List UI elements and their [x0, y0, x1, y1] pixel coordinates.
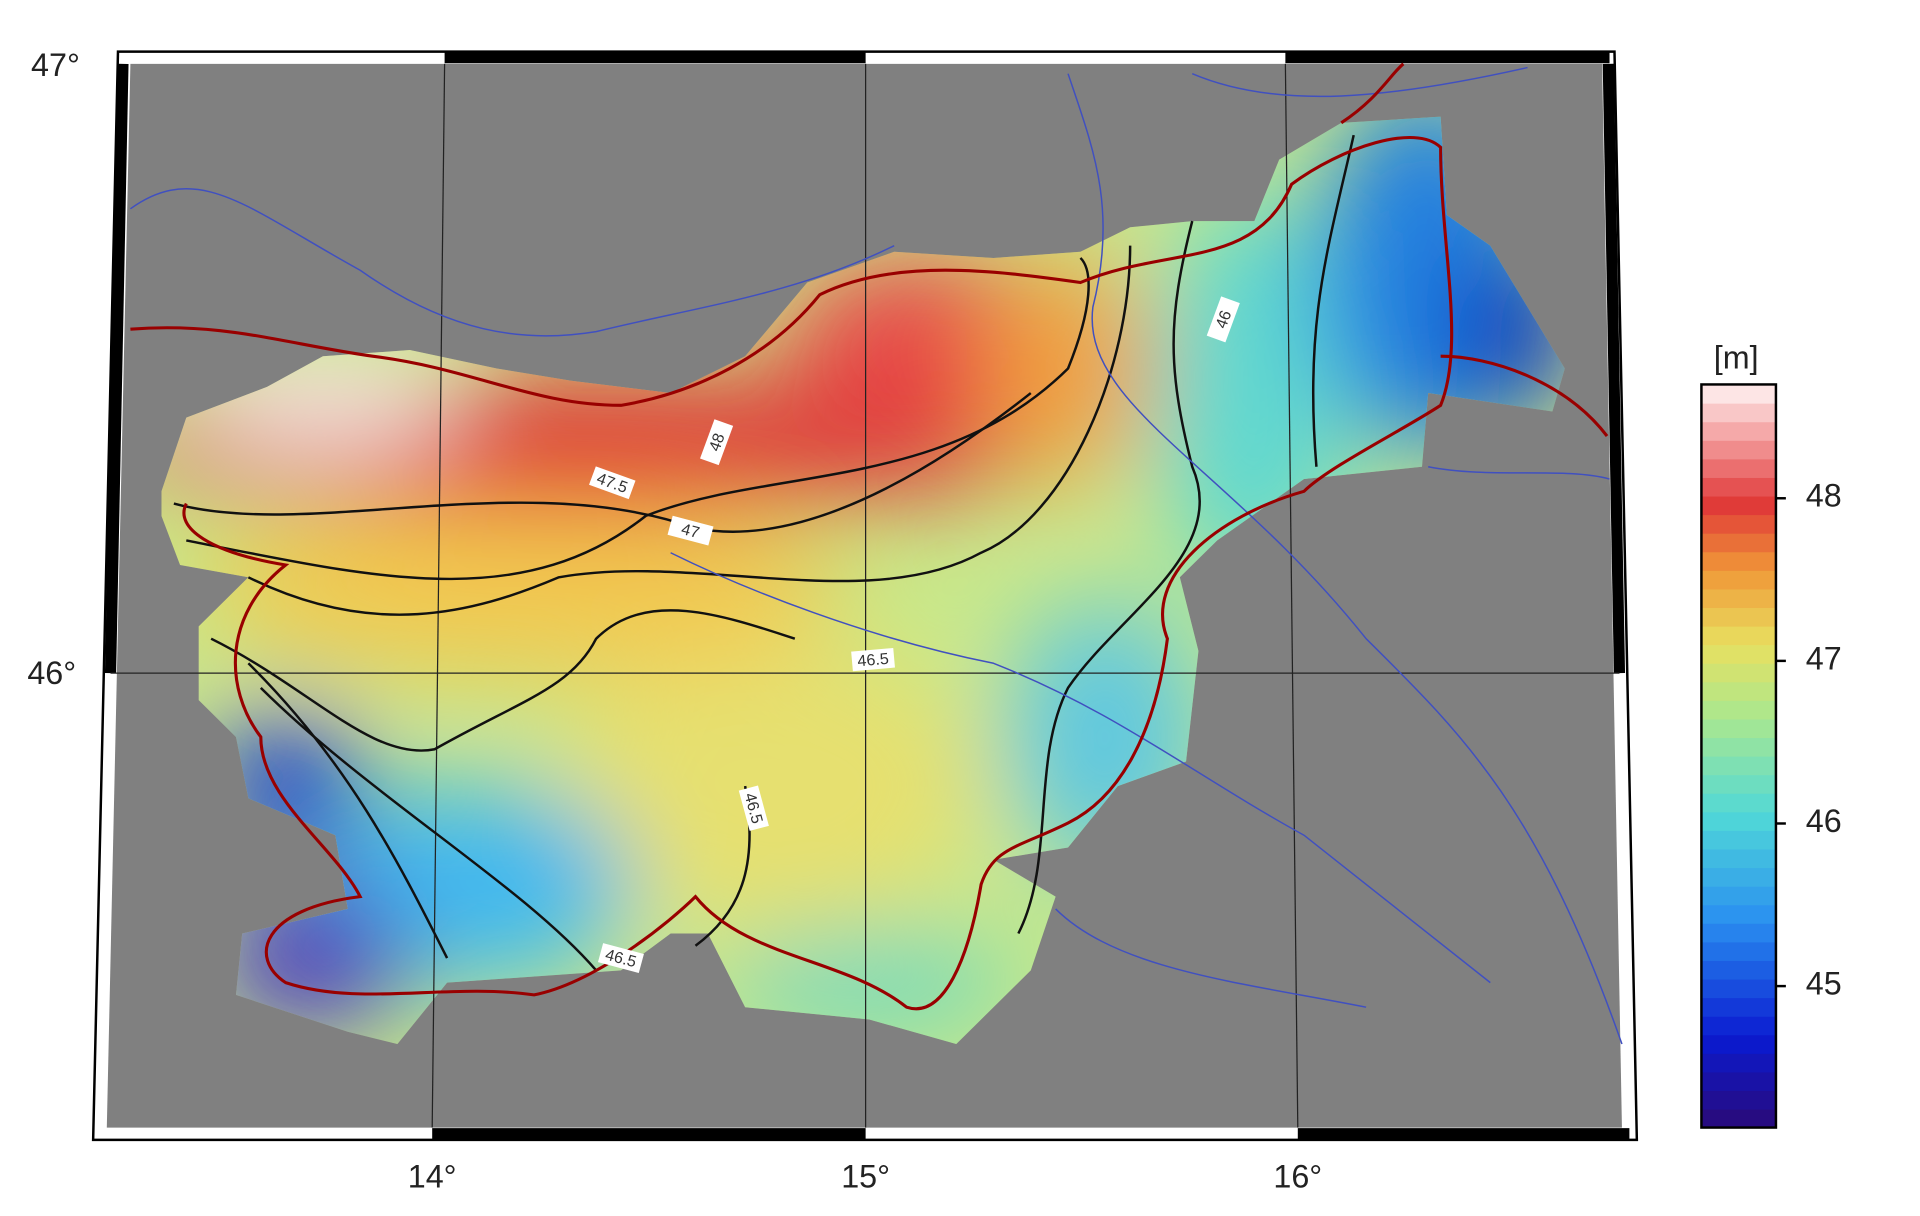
- colorbar-band: [1701, 588, 1776, 608]
- colorbar-band: [1701, 960, 1776, 980]
- colorbar-band: [1701, 997, 1776, 1017]
- contour-label: 48: [700, 419, 734, 466]
- contour-label: 46: [1206, 296, 1240, 343]
- contour-label-bg: [851, 647, 895, 672]
- contour-label-bg: [589, 466, 636, 500]
- colorbar-band: [1701, 681, 1776, 701]
- colorbar-band: [1701, 830, 1776, 850]
- rivers: [129, 66, 1623, 1045]
- lon-label: 15°: [841, 1159, 890, 1195]
- colorbar-band: [1701, 756, 1776, 776]
- colorbar-band: [1701, 403, 1776, 423]
- colorbar-tick-label: 46: [1806, 803, 1842, 839]
- colorbar-band: [1701, 886, 1776, 906]
- lon-label: 16°: [1273, 1159, 1322, 1195]
- colorbar-band: [1701, 1034, 1776, 1054]
- contour-label-text: 47: [679, 520, 701, 542]
- graticule: [110, 63, 1620, 1128]
- colorbar-band: [1701, 477, 1776, 497]
- colorbar-band: [1701, 774, 1776, 794]
- contour-label-bg: [597, 943, 644, 973]
- colorbar-band: [1701, 1016, 1776, 1036]
- colorbar-band: [1701, 644, 1776, 664]
- colorbar-band: [1701, 1071, 1776, 1092]
- frame-ticks: [104, 52, 1630, 1140]
- colorbar-band: [1701, 663, 1776, 683]
- colorbar-band: [1701, 495, 1776, 516]
- colorbar-band: [1701, 978, 1776, 999]
- colorbar-band: [1701, 737, 1776, 757]
- colorbar-band: [1701, 440, 1776, 460]
- lat-label: 47°: [31, 47, 80, 83]
- colorbar-band: [1701, 904, 1776, 924]
- country-borders: [130, 62, 1609, 1011]
- colorbar-band: [1701, 625, 1776, 646]
- colorbar-band: [1701, 421, 1776, 441]
- contour-label: 47: [667, 515, 714, 546]
- colorbar-band: [1701, 1108, 1776, 1129]
- colorbar-band: [1701, 923, 1776, 943]
- contour-label-bg: [1206, 296, 1240, 343]
- colorbar-title: [m]: [1714, 339, 1759, 375]
- colorbar-band: [1701, 458, 1776, 478]
- colorbar-tick-label: 45: [1806, 966, 1842, 1002]
- contour-label-text: 46.5: [857, 650, 890, 671]
- colorbar-band: [1701, 941, 1776, 961]
- colorbar-band: [1701, 848, 1776, 869]
- colorbar-band: [1701, 1053, 1776, 1073]
- colorbar-band: [1701, 718, 1776, 739]
- colorbar-tick-label: 47: [1806, 640, 1842, 676]
- lon-label: 14°: [408, 1159, 457, 1195]
- contour-label-text: 46: [1212, 308, 1235, 331]
- contour-label-bg: [738, 785, 769, 831]
- colorbar-band: [1701, 1090, 1776, 1110]
- colorbar-band: [1701, 384, 1776, 404]
- colorbar-band: [1701, 867, 1776, 887]
- colorbar-band: [1701, 533, 1776, 553]
- contour-label-bg: [667, 515, 714, 546]
- colorbar-frame: [1700, 383, 1778, 1129]
- colorbar-band: [1701, 514, 1776, 534]
- colorbar-band: [1701, 793, 1776, 813]
- colorbar-band: [1701, 551, 1776, 571]
- colorbar-band: [1701, 700, 1776, 720]
- lat-label: 46°: [27, 655, 76, 691]
- contour-label: 46.5: [851, 647, 895, 672]
- contour-label-bg: [700, 419, 734, 466]
- colorbar-band: [1701, 607, 1776, 627]
- colorbar-band: [1701, 811, 1776, 831]
- contour-label-text: 48: [705, 431, 728, 454]
- colorbar-tick-label: 48: [1806, 478, 1842, 514]
- colorbar-band: [1701, 570, 1776, 590]
